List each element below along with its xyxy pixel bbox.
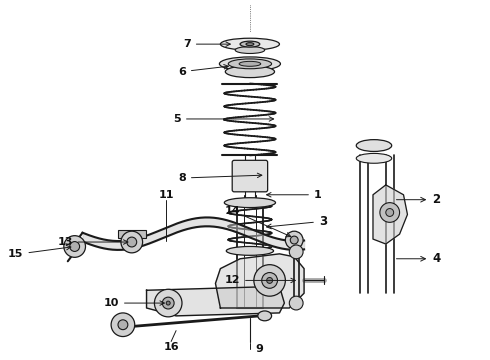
Circle shape <box>262 273 277 288</box>
Ellipse shape <box>228 59 271 69</box>
Text: 13: 13 <box>57 237 128 247</box>
Ellipse shape <box>239 61 261 66</box>
Circle shape <box>162 297 174 309</box>
Circle shape <box>290 236 298 244</box>
Ellipse shape <box>356 140 392 152</box>
Text: 5: 5 <box>173 114 273 124</box>
Ellipse shape <box>225 66 274 78</box>
Bar <box>118 230 146 238</box>
Circle shape <box>64 236 85 257</box>
Ellipse shape <box>224 198 275 208</box>
Text: 7: 7 <box>183 39 230 49</box>
Text: 2: 2 <box>396 193 440 206</box>
Text: 1: 1 <box>267 190 321 200</box>
Ellipse shape <box>258 311 271 321</box>
Text: 4: 4 <box>396 252 441 265</box>
Polygon shape <box>147 286 284 316</box>
Circle shape <box>166 301 170 305</box>
Circle shape <box>267 278 272 283</box>
Text: 11: 11 <box>158 190 174 200</box>
Text: 10: 10 <box>103 298 164 308</box>
Ellipse shape <box>240 41 260 47</box>
Circle shape <box>380 203 399 222</box>
Text: 9: 9 <box>256 345 264 354</box>
Circle shape <box>118 320 128 330</box>
Circle shape <box>154 289 182 317</box>
Ellipse shape <box>220 38 279 50</box>
Text: 16: 16 <box>163 342 179 352</box>
Ellipse shape <box>356 153 392 163</box>
Text: 3: 3 <box>267 215 327 229</box>
Polygon shape <box>216 254 304 308</box>
FancyBboxPatch shape <box>232 160 268 192</box>
Circle shape <box>111 313 135 337</box>
Circle shape <box>70 242 79 251</box>
Text: 8: 8 <box>178 173 262 183</box>
Circle shape <box>127 237 137 247</box>
Text: 14: 14 <box>224 206 291 237</box>
Text: 12: 12 <box>224 275 295 285</box>
Circle shape <box>285 231 303 249</box>
Circle shape <box>289 245 303 259</box>
Ellipse shape <box>235 46 265 54</box>
Circle shape <box>386 208 393 216</box>
Ellipse shape <box>220 57 280 71</box>
Circle shape <box>121 231 143 253</box>
Text: 6: 6 <box>178 64 228 77</box>
Polygon shape <box>373 185 408 244</box>
Ellipse shape <box>246 42 254 46</box>
Ellipse shape <box>226 247 273 255</box>
Text: 15: 15 <box>8 246 71 260</box>
Circle shape <box>254 265 285 296</box>
Circle shape <box>289 296 303 310</box>
